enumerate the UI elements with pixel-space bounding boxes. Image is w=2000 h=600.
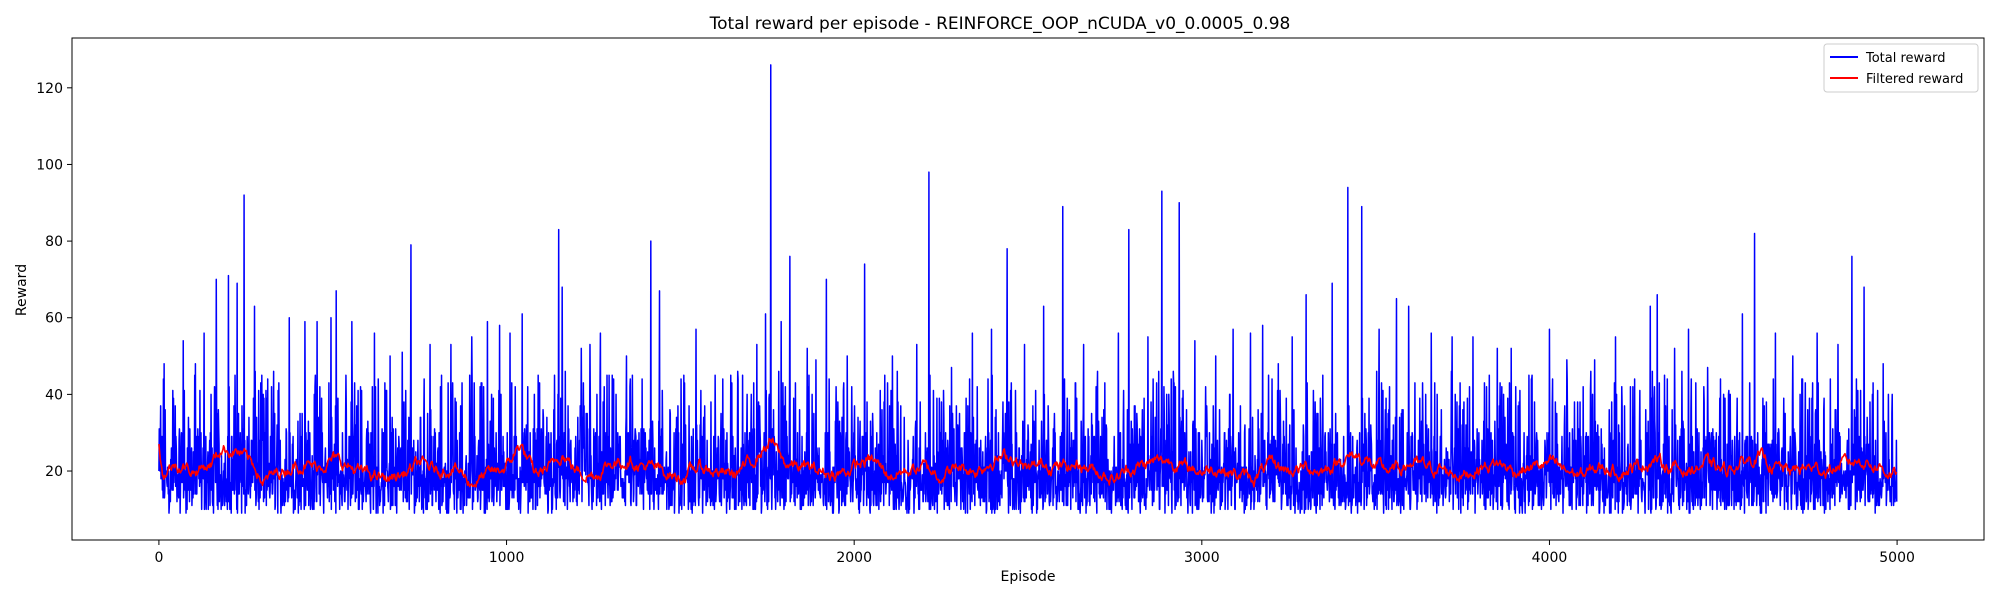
x-tick-label: 1000 (489, 550, 525, 566)
legend-label-filtered-reward: Filtered reward (1866, 72, 1963, 87)
y-tick-label: 80 (45, 234, 63, 250)
y-tick-label: 40 (45, 387, 63, 403)
series-filtered-reward-line (158, 437, 1898, 488)
x-tick-label: 0 (154, 550, 163, 566)
x-tick-label: 4000 (1532, 550, 1568, 566)
x-axis-label: Episode (1001, 569, 1056, 585)
y-tick-label: 100 (36, 157, 63, 173)
axes-frame (71, 37, 1985, 541)
x-tick-label: 5000 (1879, 550, 1915, 566)
x-tick-label: 2000 (836, 550, 872, 566)
x-axis-ticks: 0 1000 2000 3000 4000 5000 (154, 540, 1915, 566)
y-axis-label: Reward (14, 264, 30, 316)
y-tick-label: 20 (45, 464, 63, 480)
plot-lines (158, 64, 1898, 514)
legend-box (1823, 43, 1979, 93)
chart-title: Total reward per episode - REINFORCE_OOP… (709, 14, 1291, 34)
y-tick-label: 60 (45, 311, 63, 327)
x-tick-label: 3000 (1184, 550, 1220, 566)
legend: Total reward Filtered reward (1823, 43, 1979, 93)
y-tick-label: 120 (36, 81, 63, 97)
series-total-reward-line (158, 64, 1898, 514)
legend-label-total-reward: Total reward (1865, 51, 1946, 66)
y-axis-ticks: 20 40 60 80 100 120 (36, 81, 72, 480)
